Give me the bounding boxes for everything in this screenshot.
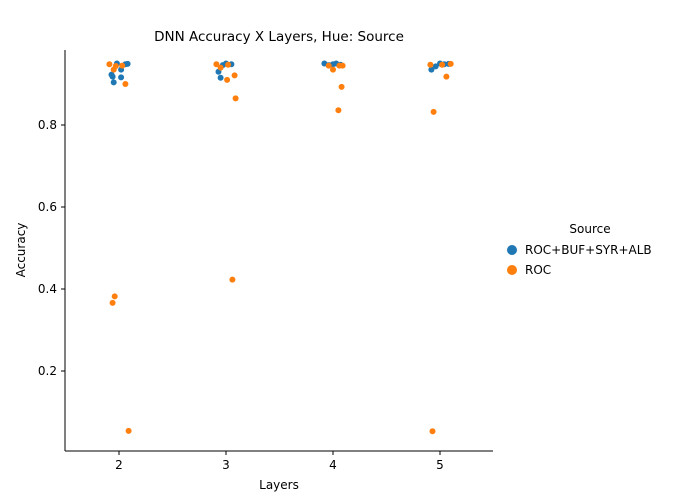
legend-marker — [507, 265, 517, 275]
data-point-series-0 — [432, 63, 439, 70]
data-point-series-0 — [118, 74, 125, 81]
x-axis-title: Layers — [259, 478, 299, 492]
data-point-series-0 — [109, 73, 116, 80]
chart-title: DNN Accuracy X Layers, Hue: Source — [154, 29, 404, 45]
data-point-series-1 — [330, 66, 336, 73]
data-point-series-1 — [439, 61, 446, 68]
data-point-series-1 — [217, 64, 224, 71]
legend-label: ROC — [525, 263, 551, 277]
data-point-series-0 — [217, 74, 224, 81]
legend-title: Source — [569, 222, 610, 236]
data-point-series-1 — [232, 95, 239, 102]
legend: Source ROC+BUF+SYR+ALB ROC — [507, 222, 652, 277]
x-tick-label: 3 — [222, 458, 230, 472]
y-tick-label: 0.8 — [38, 118, 57, 132]
data-point-series-1 — [224, 76, 231, 83]
data-point-series-0 — [110, 79, 117, 86]
plot-area — [106, 60, 454, 435]
data-point-series-1 — [125, 427, 132, 434]
data-point-series-0 — [124, 60, 131, 67]
x-tick-label: 2 — [115, 458, 123, 472]
data-point-series-1 — [109, 299, 116, 306]
data-point-series-1 — [119, 62, 126, 69]
data-point-series-1 — [225, 61, 232, 68]
data-point-series-1 — [111, 293, 118, 300]
legend-marker — [507, 245, 517, 255]
x-ticks: 2 3 4 5 — [115, 451, 444, 472]
data-point-series-1 — [231, 72, 238, 79]
y-tick-label: 0.4 — [38, 282, 57, 296]
data-point-series-1 — [122, 81, 129, 87]
y-ticks: 0.2 0.4 0.6 0.8 — [38, 118, 65, 378]
data-point-series-0 — [428, 66, 435, 73]
data-point-series-1 — [112, 63, 119, 69]
data-point-series-1 — [447, 60, 454, 67]
y-tick-label: 0.2 — [38, 364, 57, 378]
legend-label: ROC+BUF+SYR+ALB — [525, 243, 652, 257]
data-point-series-1 — [339, 62, 346, 69]
data-point-series-1 — [443, 73, 450, 80]
data-point-series-1 — [335, 107, 342, 114]
data-point-series-1 — [325, 62, 332, 69]
data-point-series-1 — [338, 83, 345, 90]
data-point-series-1 — [429, 428, 436, 435]
data-point-series-1 — [213, 61, 220, 68]
y-tick-label: 0.6 — [38, 200, 57, 214]
data-point-series-1 — [106, 61, 113, 68]
x-tick-label: 4 — [329, 458, 337, 472]
data-point-series-1 — [229, 276, 236, 283]
data-point-series-1 — [427, 61, 434, 68]
y-axis-title: Accuracy — [14, 223, 28, 278]
x-tick-label: 5 — [436, 458, 444, 472]
data-point-series-1 — [430, 108, 437, 115]
